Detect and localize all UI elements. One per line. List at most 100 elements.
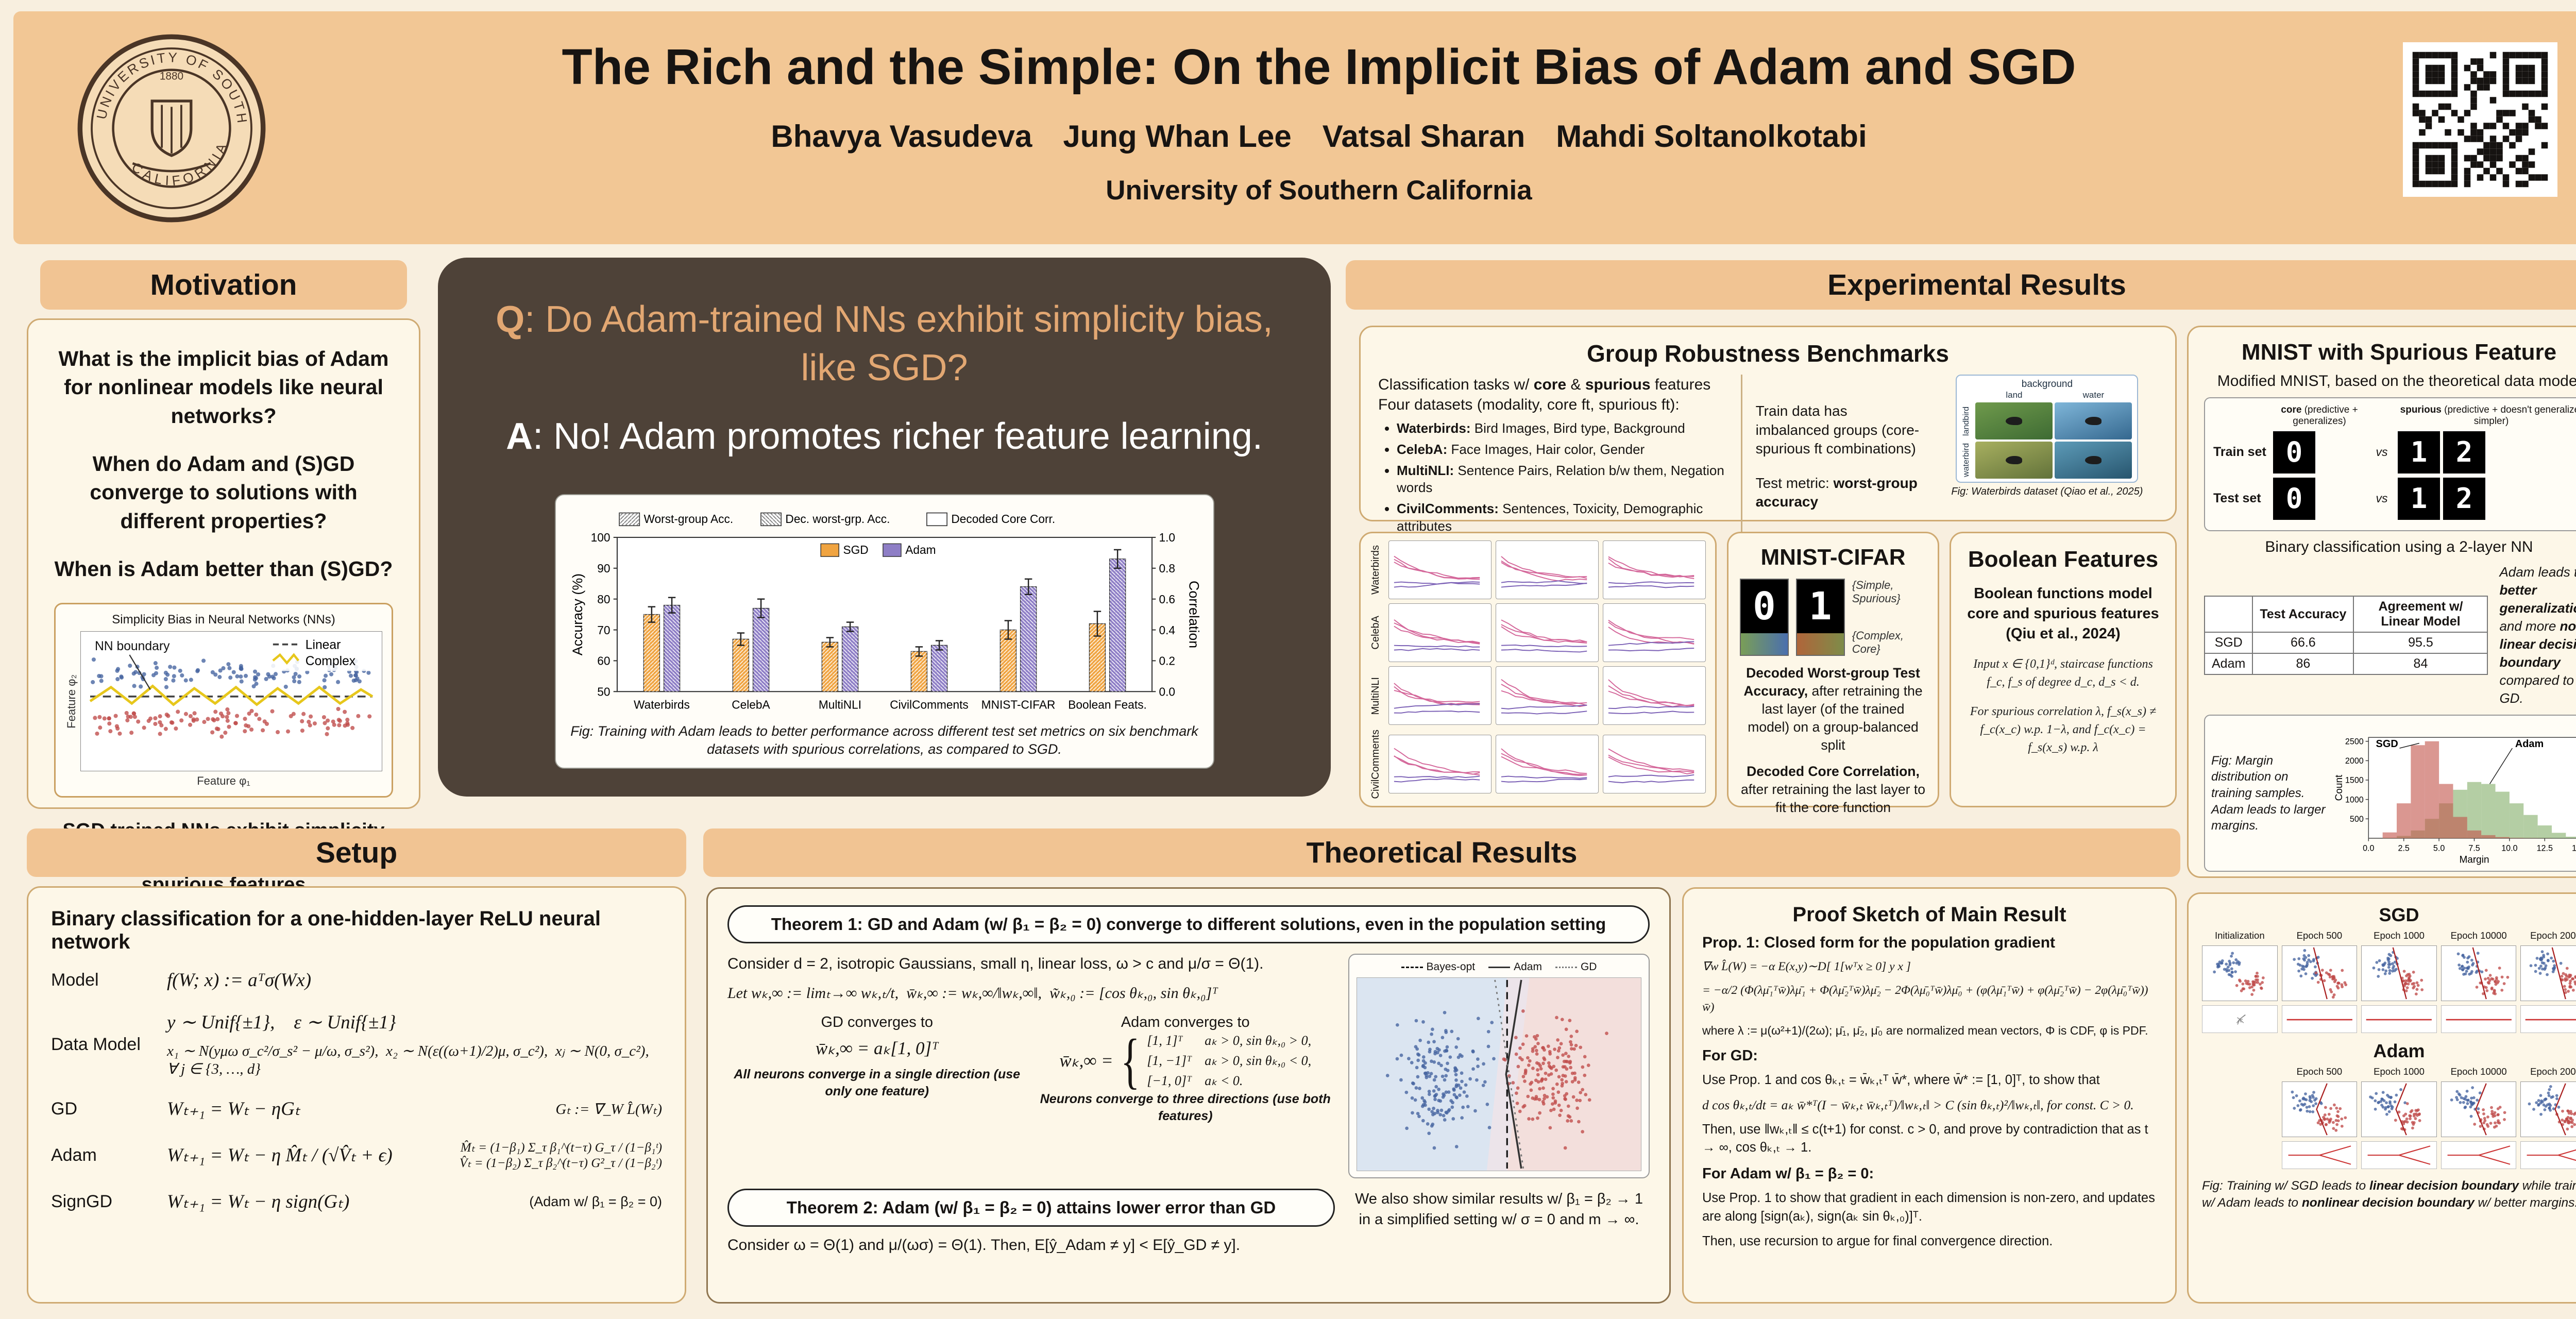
training-curve-plot — [1496, 666, 1599, 725]
svg-text:1.0: 1.0 — [1159, 531, 1175, 544]
sgd-scatter-plot — [2520, 945, 2576, 1001]
training-curve-plot — [1603, 666, 1706, 725]
adam-proof-step: Then, use recursion to argue for final c… — [1702, 1233, 2053, 1248]
adam-weights-plot — [2361, 1141, 2437, 1169]
group-robustness-text: Classification tasks w/ core & spurious … — [1378, 375, 1727, 539]
adam-scatter-plot — [2361, 1081, 2437, 1137]
svg-text:Adam: Adam — [905, 543, 936, 556]
adam-scatter-plot — [2281, 1081, 2358, 1137]
waterbirds-row-waterbird: waterbird — [1962, 443, 1971, 477]
mnist-spurious-figure: core (predictive + generalizes) spurious… — [2204, 397, 2576, 531]
waterbirds-image — [2055, 442, 2132, 479]
training-curve-plot — [1496, 540, 1599, 599]
svg-text:0.6: 0.6 — [1159, 593, 1175, 606]
vertical-divider — [1740, 375, 1742, 539]
mnist-cifar-panel: MNIST-CIFAR 0 1 {Simple, Spurious} {Comp… — [1727, 532, 1939, 815]
question-line: Q: Do Adam-trained NNs exhibit simplicit… — [496, 299, 1273, 388]
svg-text:SGD: SGD — [2376, 739, 2398, 750]
svg-text:0.4: 0.4 — [1159, 623, 1175, 637]
train-data-note: Train data has imbalanced groups (core-s… — [1755, 403, 1920, 457]
x-axis-label: Feature φ₁ — [197, 774, 250, 787]
gradient-formula-line-2: = −α/2 (Φ(λμ̄₁ᵀw̄)λμ̄₁ + Φ(λμ̄₂ᵀw̄)λμ̄₂ … — [1702, 983, 2148, 1014]
answer-line: A: No! Adam promotes richer feature lear… — [506, 416, 1263, 458]
svg-text:500: 500 — [2350, 815, 2364, 824]
spurious-feature-label: spurious (predictive + doesn't generaliz… — [2400, 404, 2576, 427]
waterbirds-col-water: water — [2082, 390, 2105, 400]
epoch-column-label: Epoch 10000 — [2450, 930, 2507, 941]
epoch-column-label: Epoch 500 — [2296, 1066, 2343, 1077]
boolean-input-line: Input x ∈ {0,1}ᵈ, staircase functions f_… — [1973, 657, 2153, 689]
question-answer-box: Q: Do Adam-trained NNs exhibit simplicit… — [438, 258, 1331, 797]
gradient-formula-line-1: ∇w L̂(W) = −α E(x,y)∼D[ 1[wᵀx ≥ 0] y x ] — [1702, 960, 1911, 973]
sgd-weights-plot — [2520, 1005, 2576, 1033]
benchmark-bar-chart-card: 50 60 70 80 90 100 0.0 0.2 0.4 0.6 0.8 1.0 Waterbird… — [554, 494, 1214, 769]
svg-text:Margin: Margin — [2459, 855, 2489, 866]
table-header: Test Accuracy — [2252, 596, 2354, 633]
svg-text:0.0: 0.0 — [1159, 685, 1175, 699]
gd-proof-step: d cos θₖ,ₜ/dt = aₖ w̄*ᵀ(I − w̄ₖ,ₜ w̄ₖ,ₜᵀ… — [1702, 1097, 2134, 1112]
plot-row-label: Waterbirds — [1370, 545, 1381, 595]
waterbirds-col-land: land — [2006, 390, 2023, 400]
adam-weights-plot — [2520, 1141, 2576, 1169]
svg-text:70: 70 — [597, 623, 610, 637]
training-curve-plot — [1388, 603, 1492, 663]
svg-text:Boolean Feats.: Boolean Feats. — [1068, 698, 1147, 711]
core-feature-label: core (predictive + generalizes) — [2281, 404, 2358, 427]
epoch-column-label: Epoch 20000 — [2530, 1066, 2576, 1077]
boolean-features-title: Boolean Features — [1968, 547, 2159, 572]
plot-row-waterbirds: Waterbirds — [1370, 540, 1706, 599]
svg-text:MNIST-CIFAR: MNIST-CIFAR — [981, 698, 1055, 711]
theorem-2-statement: Theorem 2: Adam (w/ β₁ = β₂ = 0) attains… — [727, 1188, 1335, 1227]
binary-classification-line: Binary classification using a 2-layer NN — [2265, 538, 2533, 555]
mnist-digit-image: 0 — [2273, 477, 2315, 520]
test-metric-note: Test metric: worst-group accuracy — [1755, 475, 1918, 510]
group-robustness-panel: Group Robustness Benchmarks Classificati… — [1359, 326, 2177, 539]
epoch-evolution-panel: SGD Initialization Epoch 500 Epoch 1000 … — [2187, 892, 2576, 1304]
sgd-weights-plot — [2361, 1005, 2437, 1033]
boolean-description: Boolean functions model core and spuriou… — [1967, 585, 2159, 642]
waterbirds-caption: Fig: Waterbirds dataset (Qiao et al., 20… — [1951, 486, 2143, 497]
section-title-experimental: Experimental Results — [1827, 268, 2126, 301]
table-row: SGD 66.6 95.5 — [2204, 632, 2488, 654]
svg-text:0.2: 0.2 — [1159, 654, 1175, 668]
theory-panel: Theorem 1: GD and Adam (w/ β₁ = β₂ = 0) … — [706, 887, 1671, 1304]
model-formula: f(W; x) := aᵀσ(Wx) — [167, 970, 312, 991]
svg-text:1880: 1880 — [160, 71, 183, 82]
legend-adam: Adam — [1488, 961, 1542, 973]
mnist-spurious-panel: MNIST with Spurious Feature Modified MNI… — [2187, 326, 2576, 878]
adam-case: [1, −1]ᵀ aₖ > 0, sin θₖ,₀ < 0, — [1147, 1053, 1312, 1068]
epoch-column-label: Epoch 1000 — [2374, 930, 2425, 941]
section-title-motivation: Motivation — [150, 268, 297, 301]
waterbirds-image — [1975, 442, 2053, 479]
adam-weights-plot — [2281, 1141, 2358, 1169]
theorem-1-statement: Theorem 1: GD and Adam (w/ β₁ = β₂ = 0) … — [727, 905, 1650, 943]
svg-text:CelebA: CelebA — [732, 698, 770, 711]
adam-case: [−1, 0]ᵀ aₖ < 0. — [1147, 1073, 1243, 1088]
proof-sketch-title: Proof Sketch of Main Result — [1792, 903, 2066, 926]
svg-text:7.5: 7.5 — [2468, 844, 2480, 853]
waterbirds-image — [1975, 402, 2053, 439]
qr-code — [2403, 42, 2557, 197]
adam-label: Adam — [51, 1145, 97, 1165]
epoch-column-label: Epoch 10000 — [2450, 1066, 2507, 1077]
section-header-experimental: Experimental Results — [1346, 260, 2576, 310]
sgd-scatter-plot — [2202, 945, 2278, 1001]
margin-distribution-figure: Fig: Margin distribution on training sam… — [2204, 715, 2576, 872]
svg-text:Accuracy (%): Accuracy (%) — [569, 573, 585, 655]
benchmark-bar-chart: 50 60 70 80 90 100 0.0 0.2 0.4 0.6 0.8 1.0 Waterbird… — [569, 512, 1200, 711]
adam-scatter-plot — [2520, 1081, 2576, 1137]
usc-seal-logo: UNIVERSITY OF SOUTHERN CALIFORNIA 1880 — [74, 31, 266, 223]
svg-text:50: 50 — [597, 685, 610, 699]
legend-bayes-opt: Bayes-opt — [1401, 961, 1475, 973]
svg-text:2000: 2000 — [2345, 756, 2364, 766]
simplicity-bias-figure: Simplicity Bias in Neural Networks (NNs)… — [54, 603, 393, 798]
adam-weights-plot — [2441, 1141, 2517, 1169]
section-header-theory: Theoretical Results — [703, 828, 2180, 877]
adam-proof-step: Use Prop. 1 to show that gradient in eac… — [1702, 1191, 2155, 1224]
training-curve-plot — [1603, 734, 1706, 793]
svg-text:60: 60 — [597, 654, 610, 668]
adam-scatter-row — [2202, 1081, 2576, 1137]
gd-proof-step: Then, use ‖wₖ,ₜ‖ ≤ c(t+1) for const. c >… — [1702, 1122, 2148, 1155]
plot-row-multinli: MultiNLI — [1370, 666, 1706, 725]
poster-title: The Rich and the Simple: On the Implicit… — [562, 39, 2076, 95]
